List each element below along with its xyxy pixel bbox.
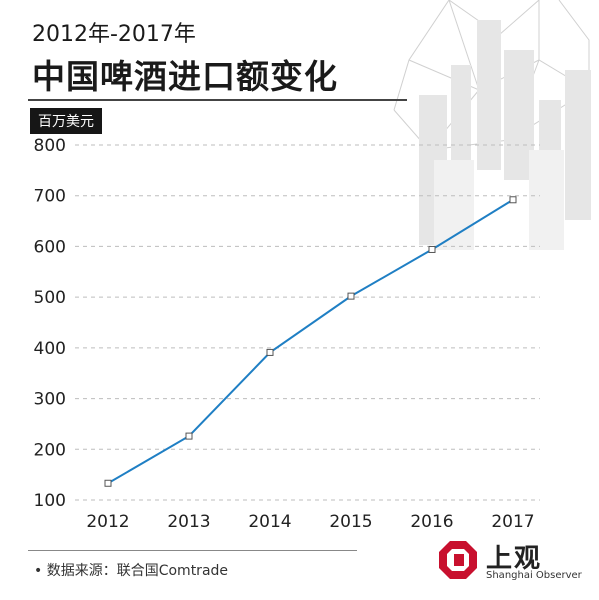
x-tick-label: 2017 [491,512,534,532]
x-tick-label: 2014 [248,512,291,532]
y-tick-label: 200 [34,440,66,460]
data-point [185,432,193,440]
y-tick-label: 600 [34,237,66,257]
y-tick-label: 500 [34,288,66,308]
source-note: • 数据来源：联合国Comtrade [34,560,228,580]
data-point [266,348,274,356]
logo-chinese-text: 上观 [486,544,543,574]
data-point [428,245,436,253]
source-text: 数据来源：联合国Comtrade [46,563,229,579]
data-point [509,196,517,204]
logo-english-text: Shanghai Observer [486,570,582,581]
y-tick-label: 700 [34,187,66,207]
x-tick-label: 2016 [410,512,453,532]
data-point [347,292,355,300]
logo-emblem-icon [439,541,477,579]
decorative-buildings-graphic [393,0,591,250]
y-tick-label: 100 [34,491,66,511]
y-tick-label: 300 [34,390,66,410]
chart-subtitle: 2012年-2017年 [32,22,196,47]
title-divider [28,99,407,101]
data-point [104,479,112,487]
x-tick-label: 2012 [86,512,129,532]
chart-title: 中国啤酒进口额变化 [32,57,338,96]
bullet-icon: • [34,563,43,579]
x-tick-label: 2015 [329,512,372,532]
unit-label: 百万美元 [30,108,102,134]
footer-divider [28,550,357,551]
y-tick-label: 800 [34,136,66,156]
shanghai-observer-logo: 上观 Shanghai Observer [438,538,582,590]
y-tick-label: 400 [34,339,66,359]
x-tick-label: 2013 [167,512,210,532]
series-line [107,198,514,485]
